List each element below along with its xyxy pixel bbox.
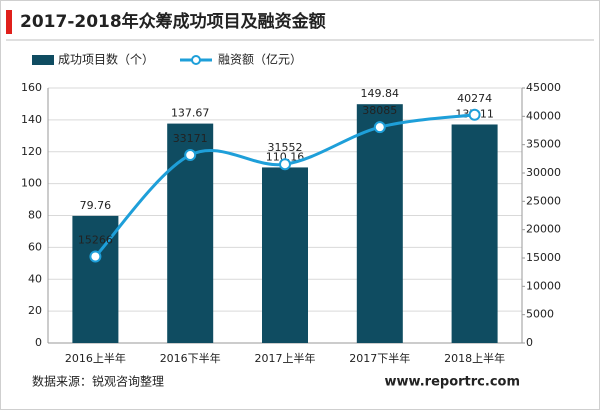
source: 数据来源：锐观咨询整理 <box>32 374 164 389</box>
line-marker <box>468 108 481 121</box>
x-tick-label: 2018上半年 <box>444 351 505 365</box>
legend-swatch <box>191 55 201 65</box>
line-value-label: 40274 <box>457 92 492 105</box>
chart-title: 2017-2018年众筹成功项目及融资金额 <box>20 11 326 32</box>
y-tick-label: 160 <box>21 81 42 94</box>
y-tick-label: 0 <box>35 336 42 349</box>
bar-value-label: 149.84 <box>361 87 400 100</box>
bar-value-label: 137.67 <box>171 107 210 120</box>
x-tick-label: 2017下半年 <box>349 351 410 365</box>
x-tick-label: 2017上半年 <box>255 351 316 365</box>
legend-label: 融资额（亿元） <box>218 52 302 67</box>
y-tick-label: 140 <box>21 113 42 126</box>
line-marker <box>89 250 102 263</box>
y2-tick-label: 45000 <box>526 81 561 94</box>
line-marker <box>373 121 386 134</box>
legend-swatch <box>32 55 54 65</box>
y2-tick-label: 0 <box>526 336 533 349</box>
y2-tick-label: 20000 <box>526 223 561 236</box>
x-tick-label: 2016上半年 <box>65 351 126 365</box>
y2-tick-label: 40000 <box>526 109 561 122</box>
line-value-label: 33171 <box>173 132 208 145</box>
y2-tick-label: 10000 <box>526 279 561 292</box>
bar-value-label: 79.76 <box>80 199 112 212</box>
y2-tick-label: 25000 <box>526 194 561 207</box>
y-tick-label: 100 <box>21 177 42 190</box>
title-accent <box>6 10 12 34</box>
x-tick-label: 2016下半年 <box>160 351 221 365</box>
y2-tick-label: 15000 <box>526 251 561 264</box>
y-tick-label: 40 <box>28 272 42 285</box>
bar <box>451 124 498 344</box>
y-tick-label: 80 <box>28 209 42 222</box>
y-tick-label: 20 <box>28 304 42 317</box>
y2-tick-label: 30000 <box>526 166 561 179</box>
line-marker <box>184 149 197 162</box>
bar <box>262 167 308 343</box>
bar-value-label: 110.16 <box>266 150 305 163</box>
y2-tick-label: 5000 <box>526 308 554 321</box>
bar <box>356 104 403 343</box>
y2-tick-label: 35000 <box>526 138 561 151</box>
line-marker <box>279 158 291 171</box>
y-tick-label: 60 <box>28 240 42 253</box>
line-value-label: 31552 <box>268 141 303 154</box>
y-tick-label: 120 <box>21 145 42 158</box>
legend-label: 成功项目数（个） <box>58 52 154 67</box>
line-value-label: 38085 <box>362 104 397 117</box>
website: www.reportrc.com <box>385 375 520 390</box>
line-value-label: 15266 <box>78 233 113 246</box>
